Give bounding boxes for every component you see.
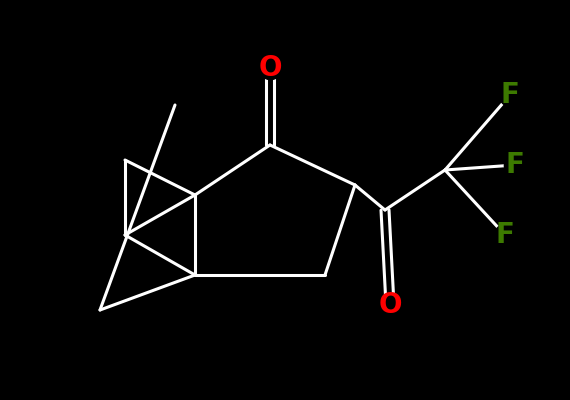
Text: F: F — [495, 221, 515, 249]
Text: O: O — [378, 291, 402, 319]
Text: F: F — [506, 151, 524, 179]
Text: F: F — [500, 81, 519, 109]
Text: O: O — [258, 54, 282, 82]
